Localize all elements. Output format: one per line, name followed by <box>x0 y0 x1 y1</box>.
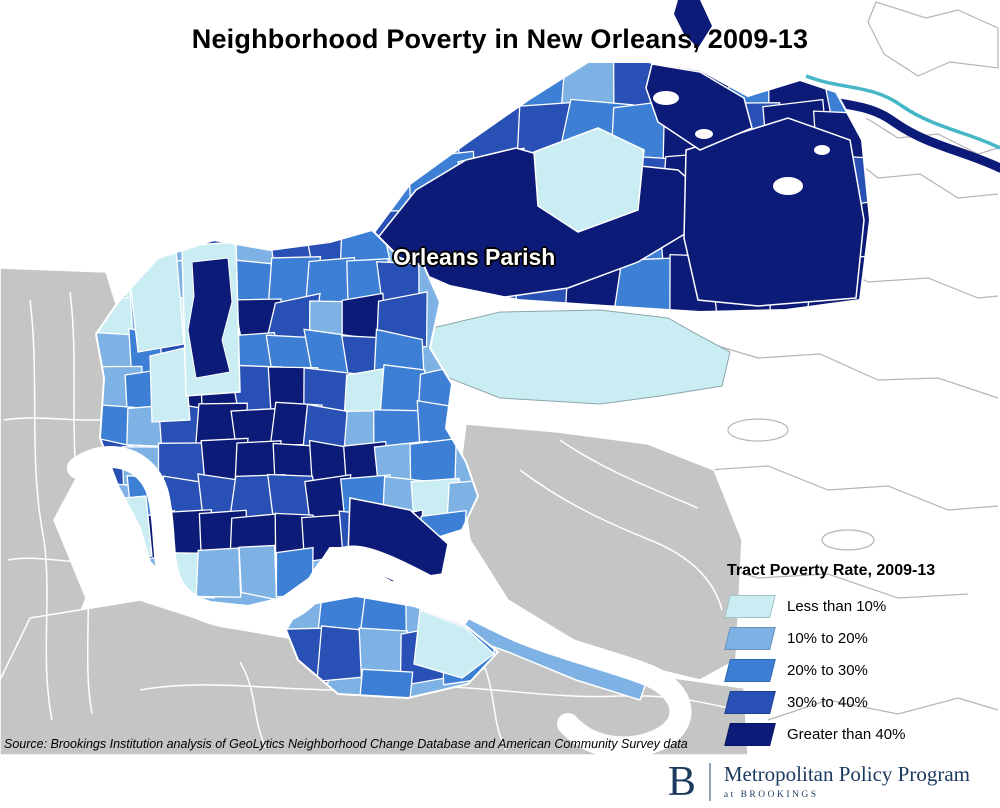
legend-label: Greater than 40% <box>787 725 906 743</box>
legend-title: Tract Poverty Rate, 2009-13 <box>727 562 936 579</box>
legend-item: Less than 10% <box>724 590 992 622</box>
legend-swatch-30-40 <box>724 690 776 714</box>
legend-label: 20% to 30% <box>787 661 868 679</box>
legend-label: 30% to 40% <box>787 693 868 711</box>
source-note: Source: Brookings Institution analysis o… <box>4 737 688 751</box>
choropleth-map <box>0 0 1000 755</box>
logo-divider <box>708 762 711 801</box>
bayou-channel-teal <box>805 74 1000 150</box>
program-subtitle: at BROOKINGS <box>723 789 819 800</box>
legend-swatch-10-20 <box>724 626 776 650</box>
legend-item: 20% to 30% <box>724 654 992 686</box>
legend-item: Greater than 40% <box>724 718 992 750</box>
lakefront-strip <box>674 0 712 48</box>
gray-land-roads <box>3 291 739 751</box>
brookings-b-logo: B <box>667 758 696 805</box>
legend-item: 30% to 40% <box>724 686 992 718</box>
program-name: Metropolitan Policy Program <box>723 762 970 787</box>
map-title: Neighborhood Poverty in New Orleans, 200… <box>191 24 809 54</box>
legend: Tract Poverty Rate, 2009-13 Less than 10… <box>724 562 992 750</box>
legend-swatch-lt10 <box>724 594 776 618</box>
parish-label: Orleans Parish <box>393 244 556 270</box>
legend-swatch-20-30 <box>724 658 776 682</box>
wetland-outlines <box>697 1 999 721</box>
brand-text: Metropolitan Policy Program at BROOKINGS <box>723 762 970 800</box>
mississippi-river <box>67 446 692 755</box>
legend-label: Less than 10% <box>787 597 887 615</box>
legend-swatch-gt40 <box>724 722 776 746</box>
legend-item: 10% to 20% <box>724 622 992 654</box>
footer: B Metropolitan Policy Program at BROOKIN… <box>0 755 1000 808</box>
brookings-logo: B Metropolitan Policy Program at BROOKIN… <box>668 761 970 803</box>
legend-label: 10% to 20% <box>787 629 868 647</box>
tract-mosaic-east <box>370 62 870 312</box>
